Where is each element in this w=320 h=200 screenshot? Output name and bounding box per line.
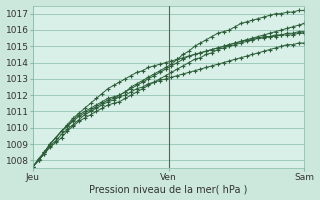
X-axis label: Pression niveau de la mer( hPa ): Pression niveau de la mer( hPa ) <box>89 184 248 194</box>
